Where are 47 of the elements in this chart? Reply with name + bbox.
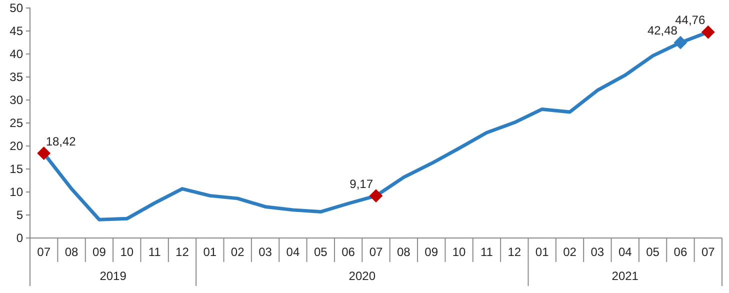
x-tick-label: 09 — [92, 245, 106, 259]
y-tick-label: 50 — [10, 0, 24, 15]
x-tick-label: 02 — [230, 245, 245, 259]
x-tick-label: 07 — [37, 245, 51, 259]
y-tick-label: 10 — [10, 184, 24, 199]
text: 2019 — [100, 269, 127, 283]
point — [37, 146, 51, 160]
x-tick-label: 10 — [452, 245, 466, 259]
y-tick-label: 25 — [10, 116, 24, 130]
y-tick-label: 30 — [10, 92, 24, 107]
x-tick-label: 08 — [397, 245, 411, 259]
x-tick-label: 10 — [120, 245, 134, 259]
y-tick-label: 0 — [16, 230, 24, 245]
x-tick-label: 11 — [480, 245, 494, 259]
x-tick-label: 04 — [286, 245, 300, 259]
point — [369, 189, 383, 203]
y-tick-label: 5 — [16, 208, 24, 222]
text: 2020 — [348, 269, 376, 283]
x-tick-label: 01 — [535, 245, 550, 259]
x-tick-label: 03 — [590, 245, 604, 259]
x-tick-label: 09 — [424, 245, 438, 259]
x-tick-label: 07 — [701, 245, 716, 259]
point — [674, 36, 688, 50]
text: 2021 — [612, 269, 639, 283]
x-tick-label: 12 — [508, 245, 522, 259]
y-tick-label: 35 — [10, 70, 24, 84]
point — [701, 25, 715, 39]
data-label: 42,48 — [647, 24, 678, 38]
y-tick-label: 20 — [10, 138, 24, 153]
data-label: 18,42 — [46, 134, 76, 148]
y-tick-label: 45 — [10, 24, 24, 38]
y-tick-label: 40 — [10, 46, 24, 61]
x-tick-label: 05 — [314, 245, 328, 259]
data-label: 9,17 — [350, 176, 374, 191]
x-tick-label: 02 — [563, 245, 577, 259]
x-tick-label: 04 — [618, 245, 632, 259]
x-tick-label: 06 — [674, 245, 688, 259]
y-tick-label: 15 — [10, 162, 24, 176]
data-label: 44,76 — [675, 13, 706, 28]
x-tick-label: 07 — [369, 245, 383, 259]
x-tick-label: 08 — [64, 245, 79, 259]
x-tick-label: 06 — [342, 245, 356, 259]
x-tick-label: 05 — [646, 245, 660, 259]
x-tick-label: 11 — [148, 245, 162, 259]
x-tick-label: 12 — [176, 245, 190, 259]
x-tick-label: 03 — [258, 245, 272, 259]
x-tick-label: 01 — [203, 245, 217, 259]
